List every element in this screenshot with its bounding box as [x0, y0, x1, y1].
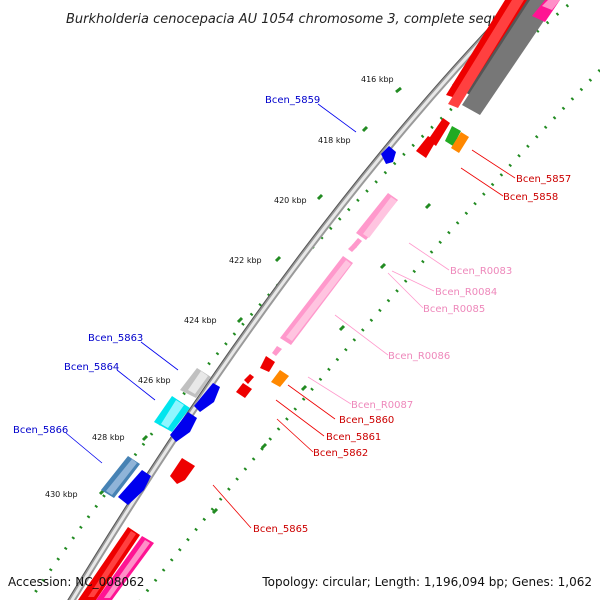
tick-label-424: 424 kbp — [184, 316, 217, 325]
summary-text: Topology: circular; Length: 1,196,094 bp… — [261, 575, 592, 589]
label-bcen-5857[interactable]: Bcen_5857 — [516, 174, 571, 185]
cds-blue-b[interactable] — [170, 412, 197, 442]
tick-label-420: 420 kbp — [274, 196, 307, 205]
label-bcen-5865[interactable]: Bcen_5865 — [253, 524, 308, 535]
bottom-features — [78, 527, 154, 600]
label-bcen-5863[interactable]: Bcen_5863 — [88, 333, 143, 344]
label-bcen-5864[interactable]: Bcen_5864 — [64, 362, 119, 373]
label-bcen-r0087[interactable]: Bcen_R0087 — [351, 400, 413, 411]
top-features — [416, 0, 560, 158]
label-bcen-5859[interactable]: Bcen_5859 — [265, 95, 320, 106]
label-bcen-5858[interactable]: Bcen_5858 — [503, 192, 558, 203]
tick-label-430: 430 kbp — [45, 490, 78, 499]
tick-label-426: 426 kbp — [138, 376, 171, 385]
cds-bcen-5864-highlight — [161, 400, 184, 428]
tick-label-416: 416 kbp — [361, 75, 394, 84]
genome-backbone — [67, 0, 526, 600]
label-bcen-r0086[interactable]: Bcen_R0086 — [388, 351, 450, 362]
label-bcen-5861[interactable]: Bcen_5861 — [326, 432, 381, 443]
label-bcen-r0085[interactable]: Bcen_R0085 — [423, 304, 485, 315]
leaders-reverse — [212, 149, 516, 529]
label-bcen-5862[interactable]: Bcen_5862 — [313, 448, 368, 459]
map-title: Burkholderia cenocepacia AU 1054 chromos… — [66, 12, 512, 27]
leaders-forward — [65, 103, 357, 464]
label-bcen-5866[interactable]: Bcen_5866 — [13, 425, 68, 436]
accession-text: Accession: NC_008062 — [8, 575, 144, 589]
leaders-rna — [307, 242, 450, 405]
tick-label-428: 428 kbp — [92, 433, 125, 442]
tick-track-inner — [138, 68, 600, 600]
cds-bcen-5866-highlight — [106, 459, 137, 495]
label-bcen-5860[interactable]: Bcen_5860 — [339, 415, 394, 426]
tick-label-422: 422 kbp — [229, 256, 262, 265]
major-ticks — [98, 86, 459, 515]
rna-features — [272, 193, 398, 356]
cds-bcen-5859[interactable] — [381, 146, 396, 164]
label-bcen-r0083[interactable]: Bcen_R0083 — [450, 266, 512, 277]
cds-bcen-5863-highlight — [188, 371, 208, 394]
cds-blue-a[interactable] — [194, 383, 220, 412]
lower-reverse-features — [170, 356, 289, 484]
cds-blue-c[interactable] — [118, 470, 151, 505]
tick-label-418: 418 kbp — [318, 136, 351, 145]
label-bcen-r0084[interactable]: Bcen_R0084 — [435, 287, 497, 298]
